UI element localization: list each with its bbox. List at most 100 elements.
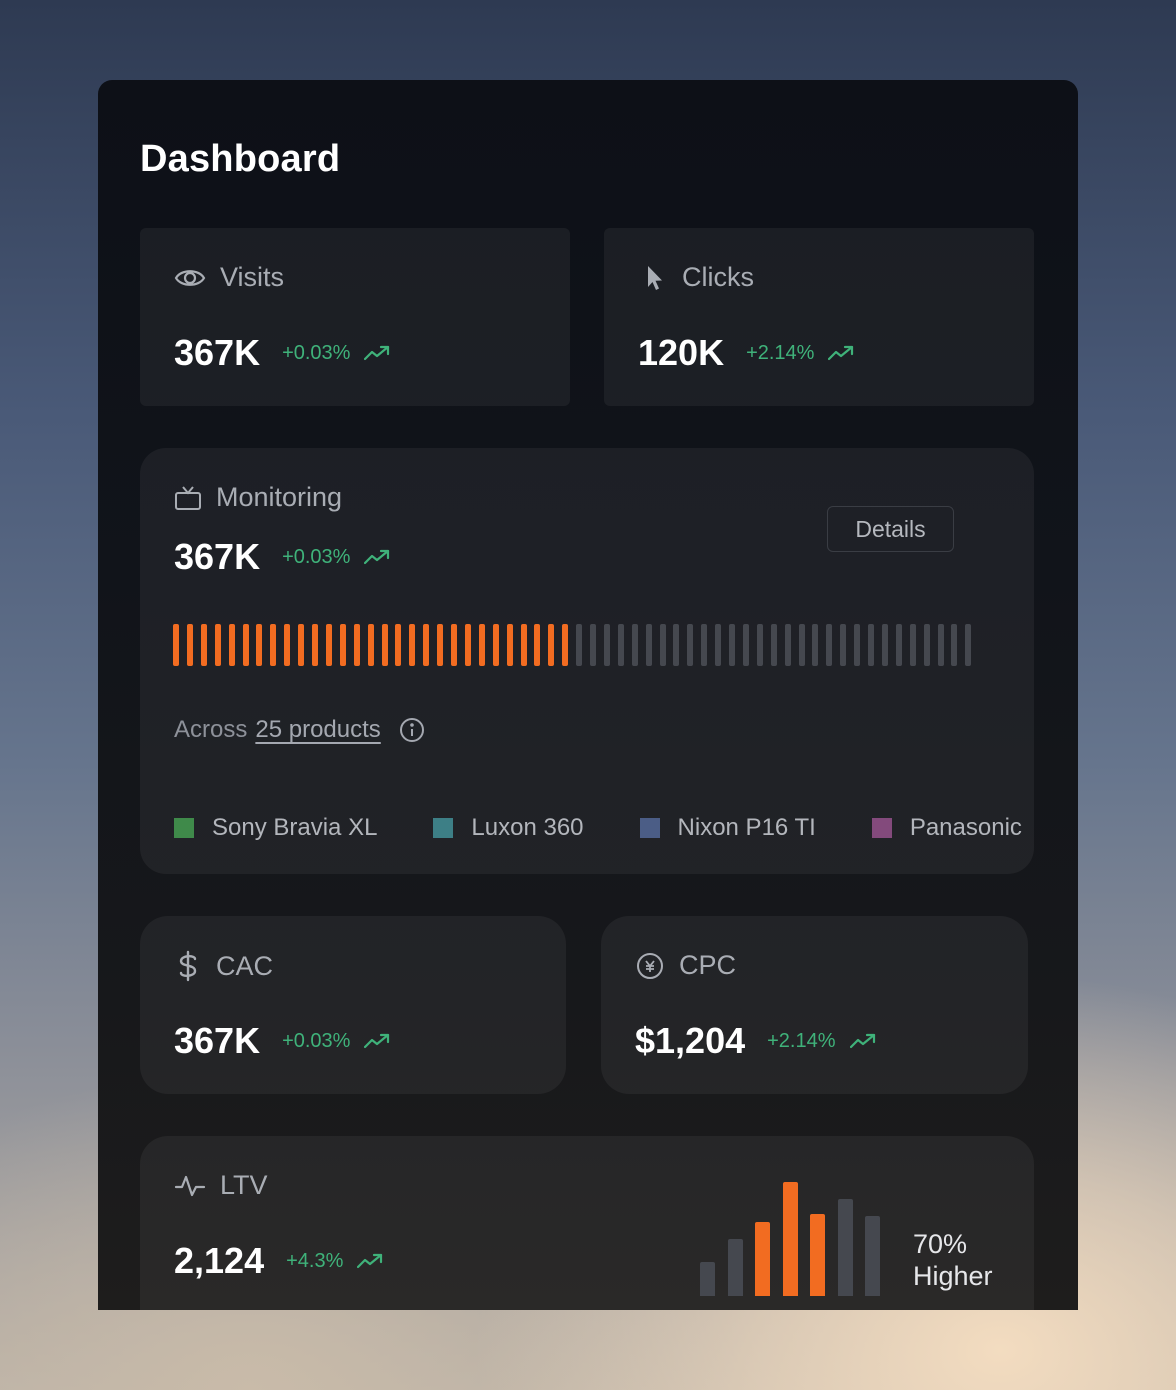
details-button[interactable]: Details	[827, 506, 954, 552]
clicks-delta: +2.14%	[746, 341, 815, 364]
activity-icon	[174, 1173, 206, 1199]
visits-value: 367K	[174, 332, 261, 373]
progress-segment-empty	[937, 624, 944, 666]
legend-swatch	[433, 818, 454, 838]
dollar-icon	[174, 950, 202, 982]
progress-segment-filled	[478, 624, 485, 666]
progress-segment-empty	[798, 624, 805, 666]
ltv-bar	[755, 1221, 770, 1296]
trend-up-icon	[364, 345, 390, 361]
ltv-metric: 2,124 +4.3%	[174, 1240, 383, 1282]
progress-segment-empty	[701, 624, 708, 666]
cpc-label: CPC	[679, 950, 737, 980]
progress-segment-empty	[854, 624, 861, 666]
progress-segment-filled	[173, 624, 179, 666]
progress-segment-empty	[965, 624, 972, 666]
monitoring-label: Monitoring	[216, 482, 343, 512]
monitoring-value: 367K	[174, 536, 261, 577]
clicks-card: Clicks 120K +2.14%	[604, 228, 1034, 406]
ltv-bar	[837, 1199, 853, 1296]
progress-segment-filled	[200, 624, 207, 666]
progress-segment-empty	[729, 624, 735, 666]
trend-up-icon	[849, 1033, 875, 1049]
progress-segment-filled	[353, 624, 360, 666]
cpc-delta: +2.14%	[767, 1029, 836, 1052]
ltv-bar	[865, 1216, 880, 1296]
progress-segment-filled	[339, 624, 346, 666]
monitoring-header: Monitoring	[174, 482, 342, 513]
cpc-card: CPC $1,204 +2.14%	[601, 916, 1028, 1094]
progress-segment-filled	[298, 624, 305, 666]
clicks-value: 120K	[638, 332, 725, 373]
across-prefix: Across	[174, 716, 248, 743]
legend-label: Sony Bravia XL	[212, 814, 378, 841]
visits-card: Visits 367K +0.03%	[140, 228, 570, 406]
page-title: Dashboard	[140, 138, 341, 180]
ltv-bar	[727, 1239, 743, 1296]
progress-segment-empty	[770, 624, 777, 666]
info-icon[interactable]	[399, 717, 425, 743]
ltv-delta: +4.3%	[286, 1249, 344, 1272]
progress-segment-filled	[395, 624, 402, 666]
progress-segment-empty	[923, 624, 930, 666]
progress-segment-filled	[312, 624, 318, 666]
trend-up-icon	[357, 1253, 383, 1269]
progress-segment-empty	[895, 624, 902, 666]
trend-up-icon	[828, 345, 854, 361]
progress-segment-filled	[367, 624, 374, 666]
monitoring-progress	[173, 624, 979, 666]
progress-segment-empty	[631, 624, 638, 666]
legend-item: Nixon P16 TI	[639, 814, 816, 842]
ltv-summary: 70% Higher	[913, 1228, 993, 1292]
visits-metric: 367K +0.03%	[174, 332, 390, 374]
progress-segment-filled	[256, 624, 263, 666]
visits-label: Visits	[220, 262, 285, 292]
progress-segment-filled	[242, 624, 249, 666]
dashboard-panel: Dashboard Visits 367K +0.03%	[98, 80, 1078, 1310]
progress-segment-empty	[742, 624, 749, 666]
progress-segment-filled	[214, 624, 221, 666]
progress-segment-filled	[381, 624, 388, 666]
progress-segment-empty	[659, 624, 666, 666]
progress-segment-empty	[756, 624, 763, 666]
cac-label: CAC	[216, 950, 274, 981]
legend-swatch	[174, 818, 194, 838]
monitoring-metric: 367K +0.03%	[174, 536, 390, 578]
clicks-header: Clicks	[638, 262, 754, 293]
ltv-card: LTV 2,124 +4.3% 70% Higher	[140, 1136, 1034, 1310]
progress-segment-empty	[826, 624, 833, 666]
monitoring-card: Monitoring 367K +0.03% Details Across 25…	[140, 448, 1034, 874]
products-link[interactable]: 25 products	[255, 716, 381, 743]
legend-label: Luxon 360	[471, 814, 584, 841]
across-products: Across 25 products	[174, 716, 425, 744]
cursor-icon	[638, 263, 668, 293]
ltv-summary-percent: 70%	[913, 1229, 968, 1259]
progress-segment-empty	[617, 624, 624, 666]
ltv-bar	[810, 1213, 825, 1296]
progress-segment-filled	[520, 624, 527, 666]
progress-segment-empty	[715, 624, 722, 666]
coin-icon	[635, 951, 665, 981]
cac-value: 367K	[174, 1020, 261, 1061]
progress-segment-empty	[576, 624, 583, 666]
progress-segment-empty	[868, 624, 874, 666]
ltv-value: 2,124	[174, 1240, 265, 1281]
cac-header: CAC	[174, 950, 273, 982]
progress-segment-empty	[951, 624, 958, 666]
progress-segment-filled	[451, 624, 457, 666]
cac-card: CAC 367K +0.03%	[140, 916, 566, 1094]
progress-segment-filled	[437, 624, 444, 666]
cpc-header: CPC	[635, 950, 736, 981]
product-legend: Sony Bravia XL Luxon 360 Nixon P16 TI Pa…	[174, 814, 1078, 842]
legend-item: Panasonic	[871, 814, 1022, 842]
progress-segment-filled	[562, 624, 569, 666]
ltv-summary-label: Higher	[913, 1261, 993, 1291]
progress-segment-empty	[590, 624, 596, 666]
progress-segment-filled	[186, 624, 193, 666]
clicks-metric: 120K +2.14%	[638, 332, 854, 374]
monitoring-delta: +0.03%	[282, 545, 351, 568]
eye-icon	[174, 266, 206, 290]
tv-icon	[174, 484, 202, 512]
progress-segment-filled	[325, 624, 332, 666]
clicks-label: Clicks	[682, 262, 754, 292]
